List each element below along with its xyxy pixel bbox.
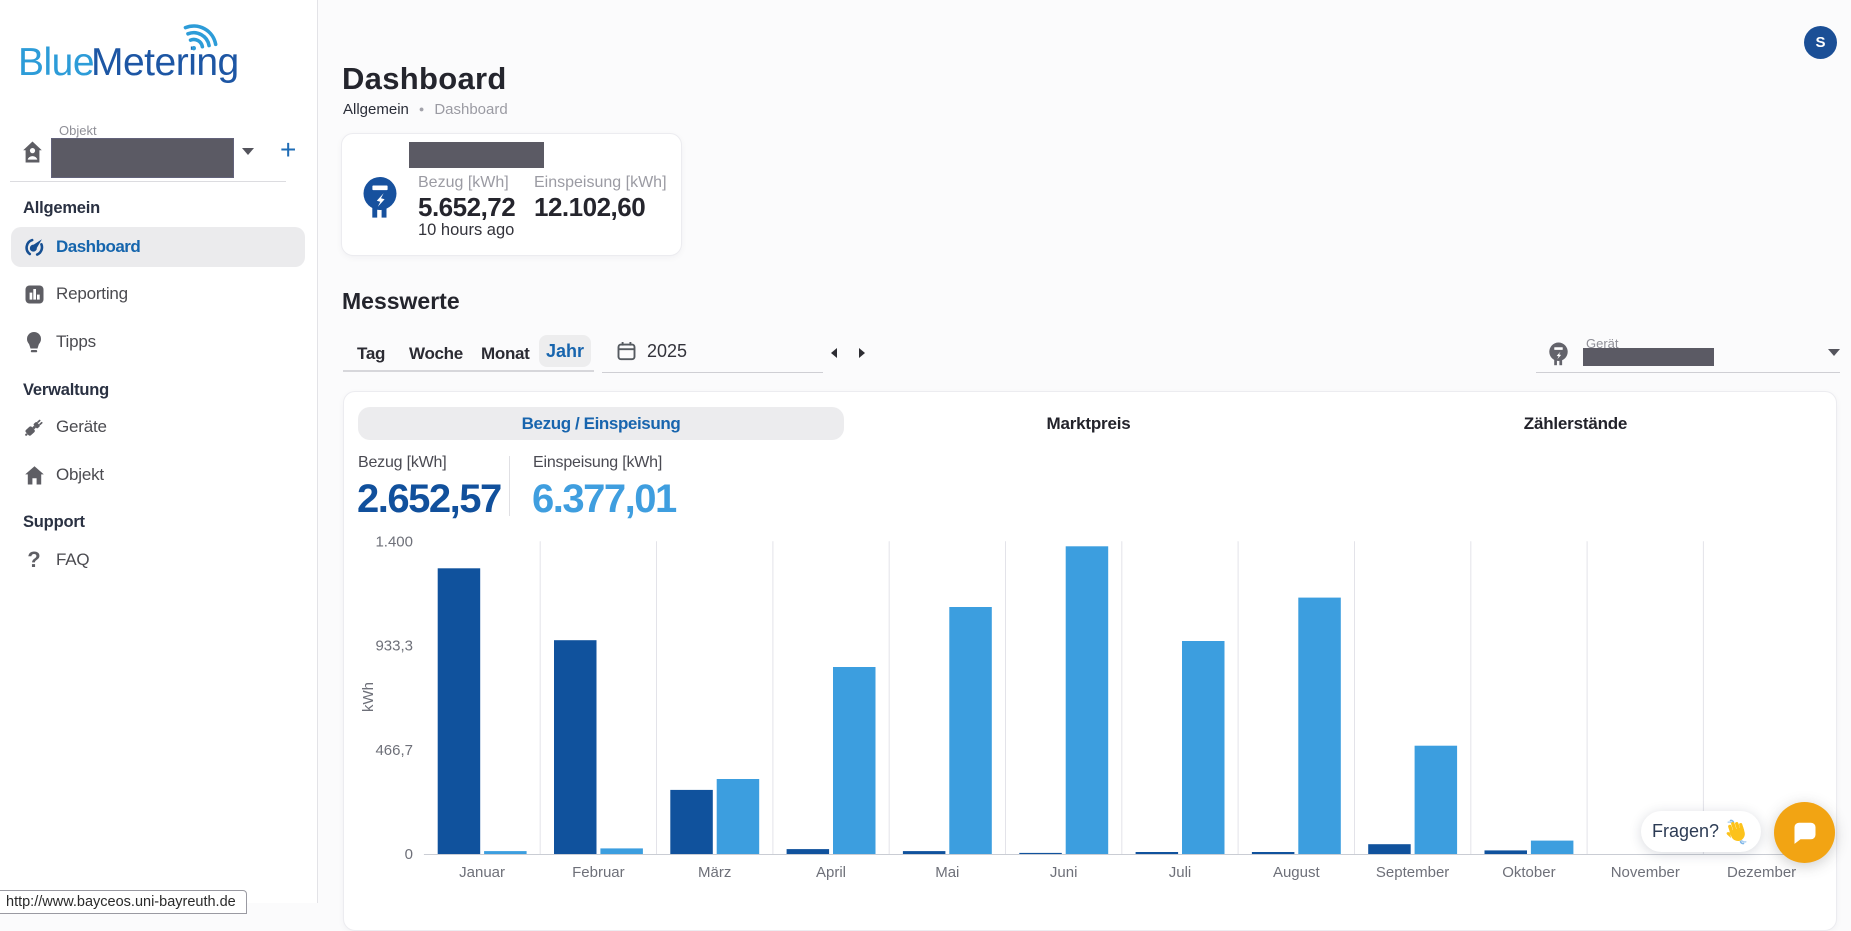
svg-text:Oktober: Oktober — [1502, 864, 1555, 881]
svg-text:933,3: 933,3 — [375, 638, 413, 655]
svg-text:Blue: Blue — [18, 41, 94, 84]
svg-text:466,7: 466,7 — [375, 742, 413, 759]
svg-text:April: April — [816, 864, 846, 881]
svg-text:kWh: kWh — [360, 682, 377, 712]
svg-text:Juni: Juni — [1050, 864, 1078, 881]
svg-text:August: August — [1273, 864, 1321, 881]
svg-text:Februar: Februar — [572, 864, 625, 881]
svg-text:Januar: Januar — [459, 864, 505, 881]
svg-text:Juli: Juli — [1169, 864, 1192, 881]
svg-text:Dezember: Dezember — [1727, 864, 1796, 881]
svg-text:März: März — [698, 864, 731, 881]
svg-text:Mai: Mai — [935, 864, 959, 881]
svg-text:Metering: Metering — [91, 41, 239, 84]
svg-text:0: 0 — [405, 846, 413, 863]
svg-text:1.400: 1.400 — [375, 533, 413, 550]
svg-text:November: November — [1611, 864, 1680, 881]
svg-text:September: September — [1376, 864, 1449, 881]
